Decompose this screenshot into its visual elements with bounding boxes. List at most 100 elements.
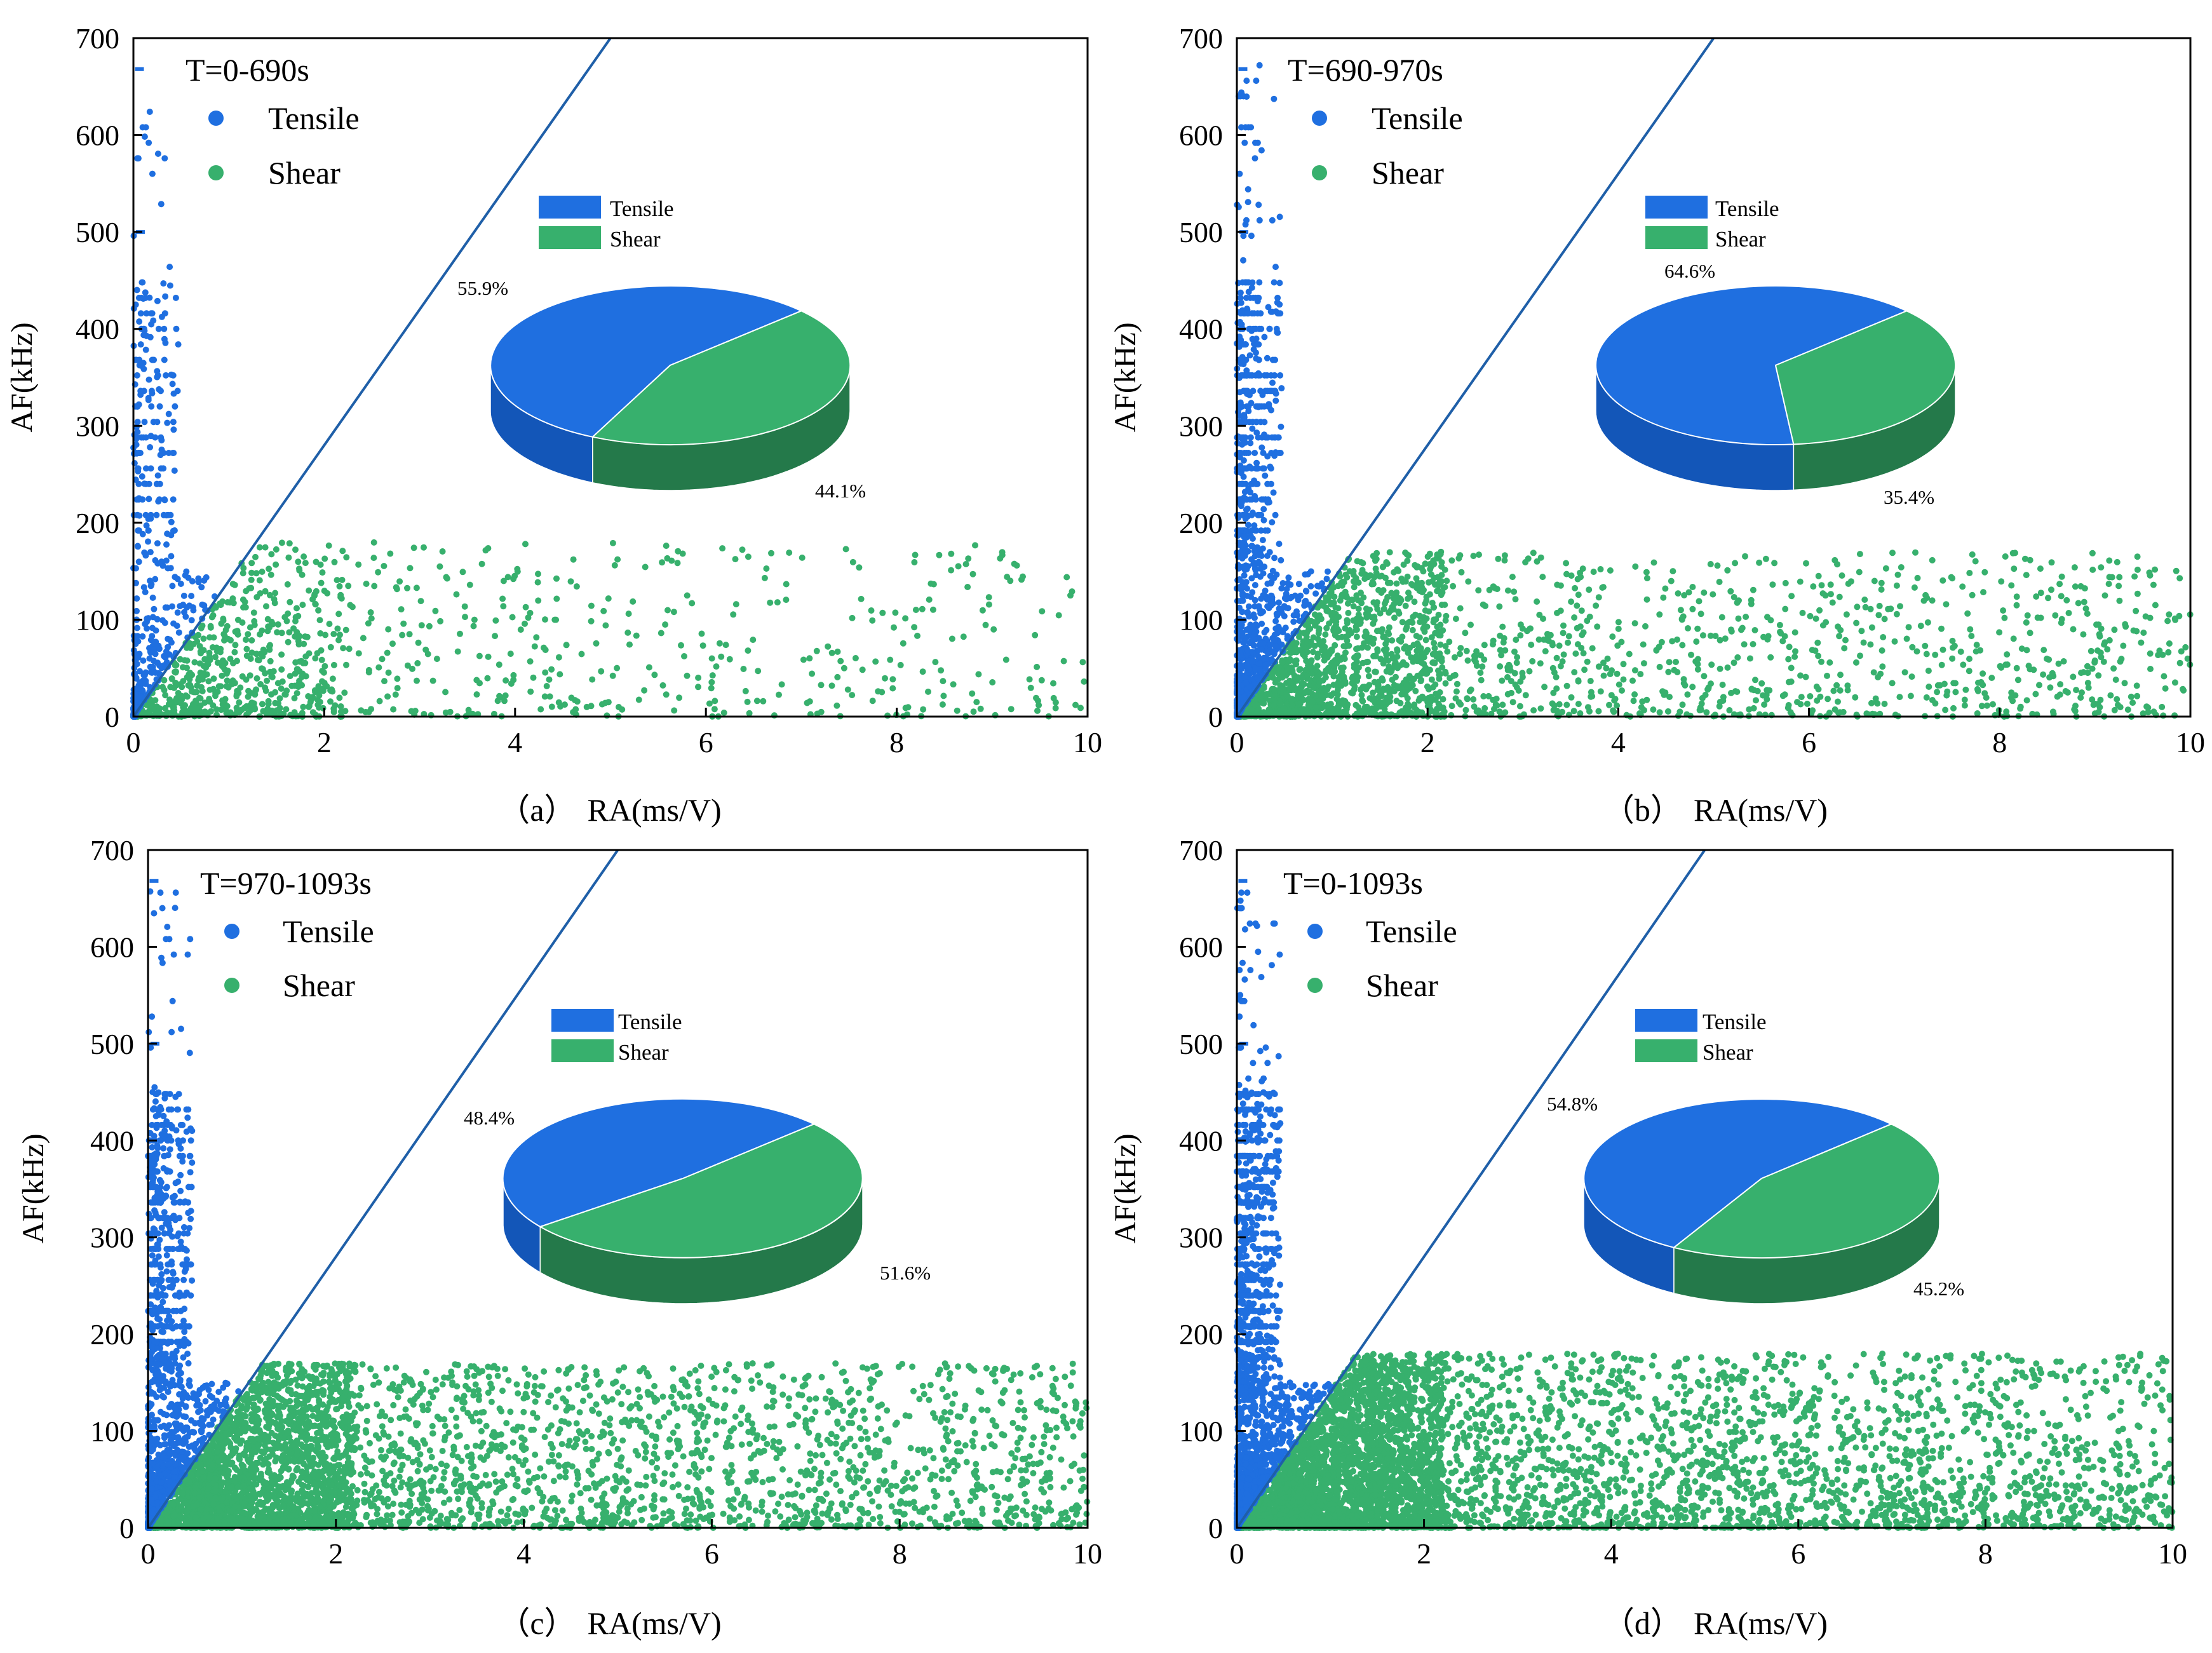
tensile-point [154,472,161,479]
shear-point [1405,595,1412,602]
shear-point [326,621,333,628]
shear-point [1279,674,1286,681]
shear-point [1574,602,1581,609]
tensile-point [1246,463,1253,470]
shear-point [196,694,203,701]
tensile-point [143,522,150,529]
tensile-point [1257,606,1263,613]
shear-point [1321,703,1328,709]
shear-point [1008,706,1015,713]
shear-point [2048,559,2055,566]
tensile-point [1253,78,1260,84]
shear-point [2057,681,2064,688]
shear-point [2065,610,2072,616]
shear-point [2096,631,2103,638]
y-tick-label: 500 [1179,216,1223,248]
shear-point [197,702,204,709]
shear-point [414,660,421,666]
tensile-point [1249,623,1256,630]
shear-point [689,600,696,607]
shear-point [1402,578,1409,585]
shear-point [245,693,252,700]
shear-point [1838,572,1845,579]
tensile-point [154,151,161,157]
tensile-point [139,279,146,286]
tensile-point [1251,450,1258,456]
shear-point [453,591,460,598]
tensile-point [1268,656,1275,663]
shear-point [2040,671,2047,678]
tensile-point [1256,279,1263,286]
shear-point [509,614,516,621]
tensile-point [141,549,148,556]
shear-point [1511,670,1518,677]
shear-point [605,595,612,602]
tensile-point [133,595,140,602]
shear-point [932,659,939,666]
shear-point [418,622,425,629]
shear-point [1640,660,1647,667]
shear-point [385,669,392,676]
tensile-point [135,468,142,475]
shear-point [1322,674,1329,681]
shear-point [546,676,553,683]
shear-point [1442,680,1449,687]
shear-point [1470,553,1477,560]
shear-point [1429,684,1436,691]
shear-point [1465,578,1472,585]
shear-point [1882,565,1889,572]
shear-point [1922,642,1929,649]
shear-point [1526,668,1533,675]
shear-point [699,642,706,649]
tensile-point [137,341,144,348]
shear-point [2172,616,2179,623]
shear-point [2138,639,2145,646]
shear-point [2150,581,2157,588]
shear-point [753,698,760,705]
tensile-point [1240,359,1247,366]
shear-point [337,703,344,710]
shear-point [292,659,299,666]
shear-point [1549,640,1556,647]
shear-point [2012,550,2018,557]
shear-point [1929,557,1936,563]
shear-point [535,570,541,577]
tensile-point [160,465,167,472]
shear-point [459,569,466,576]
shear-point [1944,688,1951,695]
shear-point [262,687,269,694]
shear-point [2096,704,2103,711]
shear-point [1333,621,1339,628]
shear-point [1847,578,1854,585]
shear-point [1781,633,1788,640]
shear-point [2062,688,2069,694]
shear-point [1394,683,1401,690]
shear-point [999,549,1006,556]
shear-point [1996,629,2003,636]
shear-point [1481,642,1488,649]
shear-point [1574,624,1581,631]
shear-point [262,544,269,551]
shear-point [217,602,224,609]
shear-point [962,561,969,567]
shear-point [376,698,383,705]
shear-point [1862,604,1869,611]
shear-point [1381,600,1388,607]
shear-point [2027,630,2033,637]
shear-point [417,598,424,605]
tensile-point [1248,284,1255,291]
tensile-point [1278,641,1285,648]
shear-point [223,670,230,677]
tensile-point [135,67,144,71]
tensile-point [1285,574,1292,581]
shear-point [588,703,595,710]
tensile-point [152,638,159,645]
tensile-point [1238,662,1245,669]
shear-point [902,705,909,712]
shear-point [2131,573,2138,580]
tensile-point [135,495,142,502]
shear-point [1398,597,1405,604]
tensile-point [1242,547,1249,554]
shear-point [286,540,293,547]
shear-point [1812,615,1819,622]
